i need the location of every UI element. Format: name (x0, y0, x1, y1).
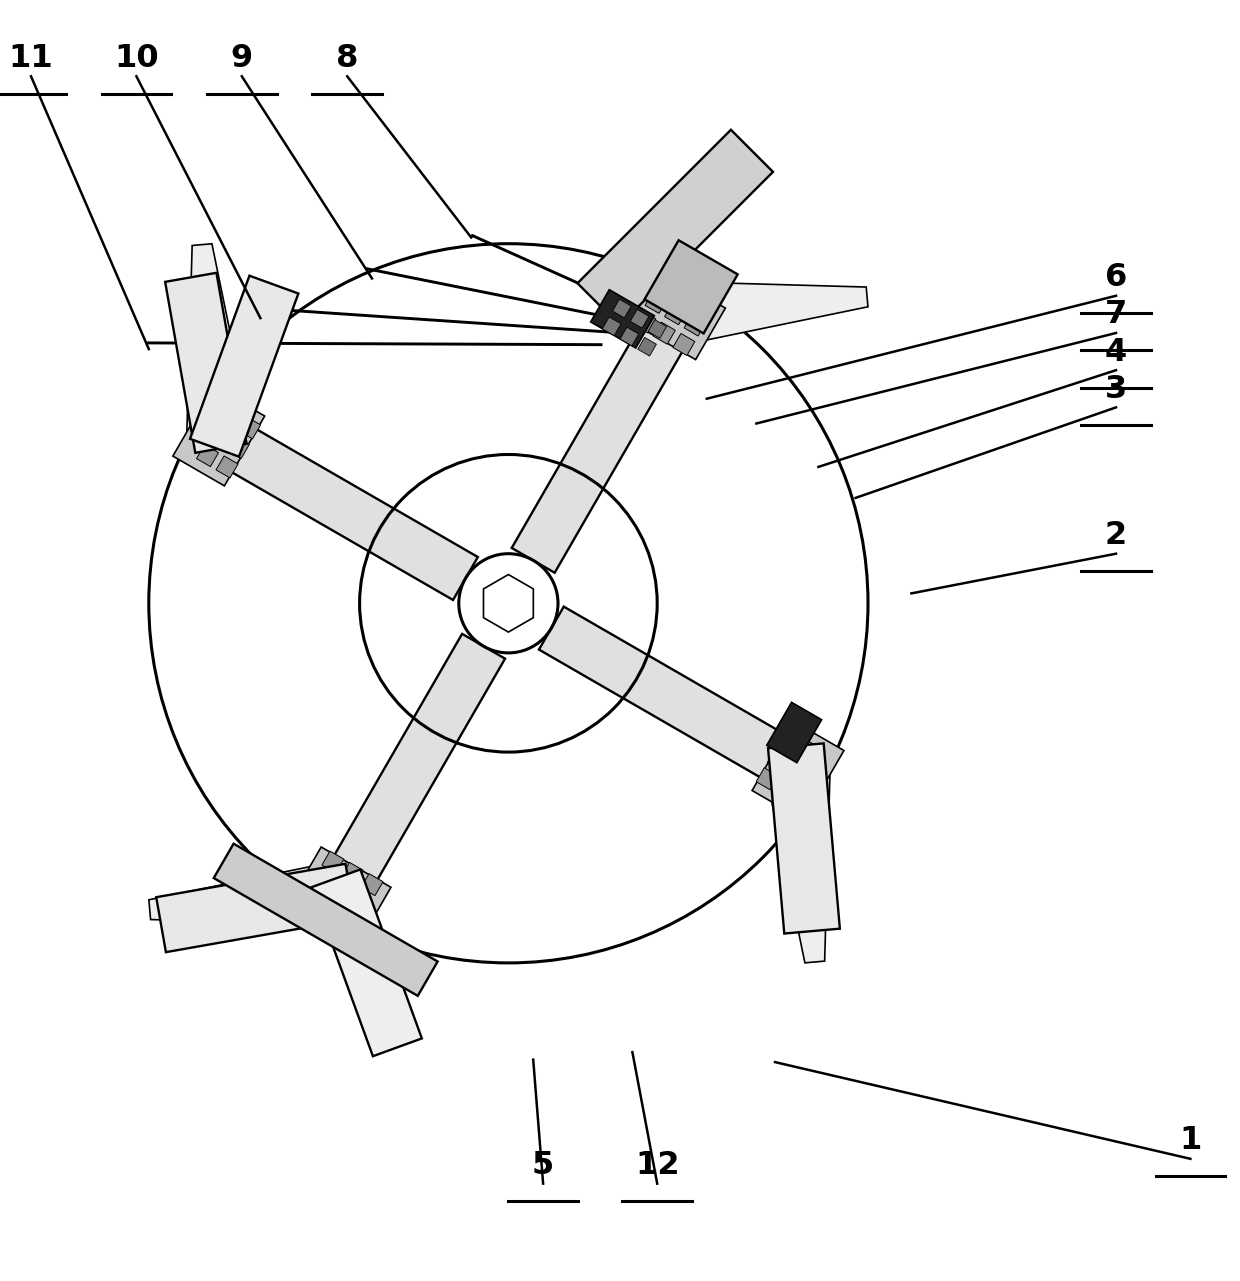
Polygon shape (779, 729, 801, 751)
Text: 10: 10 (114, 42, 159, 74)
Polygon shape (156, 863, 355, 952)
Polygon shape (673, 282, 868, 346)
Text: 6: 6 (1105, 263, 1127, 293)
Polygon shape (320, 634, 505, 906)
Polygon shape (190, 275, 299, 456)
Text: 3: 3 (1105, 374, 1127, 405)
Polygon shape (613, 300, 631, 318)
Polygon shape (361, 874, 383, 895)
Polygon shape (626, 268, 725, 360)
Text: 2: 2 (1105, 520, 1127, 551)
Polygon shape (673, 333, 694, 356)
Polygon shape (603, 316, 621, 336)
Polygon shape (322, 851, 343, 874)
Polygon shape (165, 273, 247, 452)
Text: 4: 4 (1105, 337, 1127, 368)
Polygon shape (799, 740, 821, 762)
Polygon shape (766, 767, 830, 963)
Polygon shape (578, 129, 773, 325)
Polygon shape (291, 847, 391, 939)
Polygon shape (206, 415, 477, 600)
Polygon shape (196, 445, 218, 466)
Polygon shape (227, 437, 249, 459)
Polygon shape (637, 337, 656, 356)
Polygon shape (634, 311, 656, 333)
Polygon shape (311, 870, 422, 1057)
Polygon shape (768, 748, 790, 770)
Polygon shape (539, 607, 811, 792)
Polygon shape (630, 310, 649, 328)
Polygon shape (653, 323, 676, 345)
Text: 9: 9 (231, 42, 253, 74)
Polygon shape (172, 387, 264, 485)
Polygon shape (753, 721, 844, 820)
Polygon shape (219, 406, 241, 428)
Polygon shape (213, 844, 438, 995)
Polygon shape (238, 416, 260, 439)
Polygon shape (341, 862, 363, 884)
Polygon shape (766, 702, 822, 762)
Text: 8: 8 (336, 42, 358, 74)
Polygon shape (590, 290, 655, 348)
Text: 7: 7 (1105, 300, 1127, 330)
Polygon shape (216, 456, 238, 478)
Polygon shape (645, 241, 738, 333)
Polygon shape (311, 871, 332, 893)
Polygon shape (649, 320, 667, 338)
Polygon shape (187, 243, 250, 439)
Polygon shape (756, 767, 779, 790)
Polygon shape (665, 302, 687, 324)
Polygon shape (787, 760, 808, 781)
Text: 1: 1 (1179, 1125, 1202, 1157)
Polygon shape (776, 779, 797, 801)
Text: 5: 5 (532, 1150, 554, 1181)
Polygon shape (645, 291, 667, 314)
Polygon shape (768, 743, 839, 934)
Polygon shape (620, 327, 639, 346)
Polygon shape (684, 314, 706, 336)
Polygon shape (512, 301, 697, 573)
Polygon shape (208, 425, 229, 447)
Polygon shape (330, 881, 352, 904)
Polygon shape (350, 893, 372, 915)
Polygon shape (149, 861, 343, 925)
Text: 12: 12 (635, 1150, 680, 1181)
Text: 11: 11 (9, 42, 53, 74)
